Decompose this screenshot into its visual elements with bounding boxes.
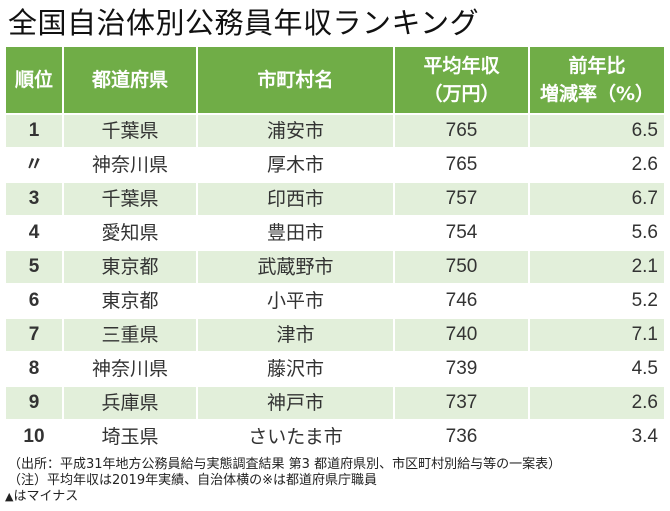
change-cell: 6.7 <box>530 183 664 215</box>
source-note: （出所：平成31年地方公務員給与実態調査結果 第3 都道府県別、市区町村別給与等… <box>8 457 561 473</box>
change-cell: 5.6 <box>530 217 664 249</box>
rank-cell: 3 <box>6 183 62 215</box>
rank-cell: 4 <box>6 217 62 249</box>
salary-cell: 754 <box>395 217 528 249</box>
ranking-table: 順位 都道府県 市町村名 平均年収 （万円） 前年比 増減率（%） 1 千葉県 … <box>4 45 666 455</box>
rank-cell: 7 <box>6 319 62 351</box>
table-row: 3 千葉県 印西市 757 6.7 <box>6 183 664 215</box>
salary-cell: 737 <box>395 387 528 419</box>
salary-cell: 765 <box>395 149 528 181</box>
header-change-line2: 増減率（%） <box>530 80 664 108</box>
city-cell: 浦安市 <box>198 115 393 147</box>
change-cell: 6.5 <box>530 115 664 147</box>
header-salary: 平均年収 （万円） <box>395 47 528 113</box>
rank-cell: 10 <box>6 421 62 453</box>
table-row: 9 兵庫県 神戸市 737 2.6 <box>6 387 664 419</box>
city-cell: 厚木市 <box>198 149 393 181</box>
table-row: 1 千葉県 浦安市 765 6.5 <box>6 115 664 147</box>
table-row: 8 神奈川県 藤沢市 739 4.5 <box>6 353 664 385</box>
prefecture-cell: 神奈川県 <box>64 353 196 385</box>
salary-cell: 750 <box>395 251 528 283</box>
prefecture-cell: 東京都 <box>64 285 196 317</box>
city-cell: 小平市 <box>198 285 393 317</box>
rank-cell: 8 <box>6 353 62 385</box>
rank-cell: 5 <box>6 251 62 283</box>
change-cell: 2.6 <box>530 149 664 181</box>
salary-cell: 757 <box>395 183 528 215</box>
city-cell: さいたま市 <box>198 421 393 453</box>
city-cell: 神戸市 <box>198 387 393 419</box>
prefecture-cell: 神奈川県 <box>64 149 196 181</box>
table-row: 4 愛知県 豊田市 754 5.6 <box>6 217 664 249</box>
change-cell: 5.2 <box>530 285 664 317</box>
header-rank: 順位 <box>6 47 62 113</box>
prefecture-cell: 愛知県 <box>64 217 196 249</box>
city-cell: 藤沢市 <box>198 353 393 385</box>
table-row: 7 三重県 津市 740 7.1 <box>6 319 664 351</box>
salary-cell: 739 <box>395 353 528 385</box>
city-cell: 印西市 <box>198 183 393 215</box>
page-title: 全国自治体別公務員年収ランキング <box>8 4 479 42</box>
rank-cell: 1 <box>6 115 62 147</box>
table-row: 5 東京都 武蔵野市 750 2.1 <box>6 251 664 283</box>
change-cell: 2.1 <box>530 251 664 283</box>
city-cell: 武蔵野市 <box>198 251 393 283</box>
table-row: 6 東京都 小平市 746 5.2 <box>6 285 664 317</box>
salary-cell: 740 <box>395 319 528 351</box>
rank-cell: 〃 <box>6 149 62 181</box>
change-cell: 3.4 <box>530 421 664 453</box>
salary-cell: 746 <box>395 285 528 317</box>
prefecture-cell: 千葉県 <box>64 183 196 215</box>
salary-cell: 765 <box>395 115 528 147</box>
minus-legend: ▲はマイナス <box>5 489 561 505</box>
city-cell: 津市 <box>198 319 393 351</box>
header-salary-line2: （万円） <box>395 80 528 108</box>
minus-legend-text: はマイナス <box>13 489 78 504</box>
footnotes: （出所：平成31年地方公務員給与実態調査結果 第3 都道府県別、市区町村別給与等… <box>8 457 561 505</box>
rank-cell: 9 <box>6 387 62 419</box>
header-change-line1: 前年比 <box>530 52 664 80</box>
header-prefecture: 都道府県 <box>64 47 196 113</box>
annotation-note: （注）平均年収は2019年実績、自治体横の※は都道府県庁職員 <box>8 473 561 489</box>
header-salary-line1: 平均年収 <box>395 52 528 80</box>
rank-cell: 6 <box>6 285 62 317</box>
table-row: 10 埼玉県 さいたま市 736 3.4 <box>6 421 664 453</box>
change-cell: 2.6 <box>530 387 664 419</box>
header-change: 前年比 増減率（%） <box>530 47 664 113</box>
prefecture-cell: 埼玉県 <box>64 421 196 453</box>
prefecture-cell: 兵庫県 <box>64 387 196 419</box>
change-cell: 4.5 <box>530 353 664 385</box>
prefecture-cell: 三重県 <box>64 319 196 351</box>
header-city: 市町村名 <box>198 47 393 113</box>
salary-cell: 736 <box>395 421 528 453</box>
prefecture-cell: 東京都 <box>64 251 196 283</box>
prefecture-cell: 千葉県 <box>64 115 196 147</box>
table-header-row: 順位 都道府県 市町村名 平均年収 （万円） 前年比 増減率（%） <box>6 47 664 113</box>
change-cell: 7.1 <box>530 319 664 351</box>
table-row: 〃 神奈川県 厚木市 765 2.6 <box>6 149 664 181</box>
city-cell: 豊田市 <box>198 217 393 249</box>
